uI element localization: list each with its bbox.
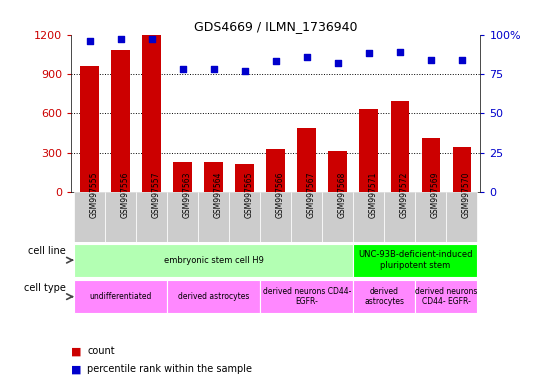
Bar (143, 35, 161, 192)
Point (147, 36, 156, 42)
Bar (384, 192, 416, 242)
Bar (204, 162, 223, 192)
Bar (260, 192, 291, 242)
Bar (447, 192, 477, 242)
Bar (266, 149, 285, 192)
Bar (174, 162, 192, 192)
Point (85, 38, 94, 44)
Text: GSM997563: GSM997563 (183, 171, 192, 218)
Bar (74, 280, 167, 313)
Bar (353, 192, 384, 242)
Bar (353, 280, 416, 313)
Text: undifferentiated: undifferentiated (90, 292, 152, 301)
Text: cell type: cell type (23, 283, 66, 293)
Bar (167, 192, 198, 242)
Bar (74, 192, 105, 242)
Bar (74, 244, 353, 276)
Text: derived neurons CD44-
EGFR-: derived neurons CD44- EGFR- (263, 287, 351, 306)
Text: GSM997568: GSM997568 (338, 171, 347, 218)
Bar (260, 280, 353, 313)
Bar (167, 280, 260, 313)
Bar (235, 164, 254, 192)
Text: GSM997572: GSM997572 (400, 171, 409, 218)
Text: GSM997564: GSM997564 (213, 171, 223, 218)
Text: GSM997557: GSM997557 (152, 171, 161, 218)
Bar (353, 244, 477, 276)
Text: derived
astrocytes: derived astrocytes (364, 287, 404, 306)
Text: ■: ■ (71, 364, 81, 374)
Bar (298, 128, 316, 192)
Point (458, 57, 466, 63)
Bar (80, 66, 99, 192)
Bar (453, 147, 471, 192)
Bar (329, 151, 347, 192)
Point (116, 36, 125, 42)
Bar (322, 192, 353, 242)
Text: GSM997570: GSM997570 (462, 171, 471, 218)
Text: GSM997569: GSM997569 (431, 171, 440, 218)
Point (426, 57, 435, 63)
Bar (390, 101, 409, 192)
Bar (198, 192, 229, 242)
Text: GSM997566: GSM997566 (276, 171, 284, 218)
Text: GSM997555: GSM997555 (90, 171, 99, 218)
Bar (111, 50, 130, 192)
Bar (291, 192, 322, 242)
Point (364, 50, 373, 56)
Text: percentile rank within the sample: percentile rank within the sample (87, 364, 252, 374)
Bar (422, 137, 440, 192)
Text: GSM997556: GSM997556 (121, 171, 129, 218)
Text: GSM997565: GSM997565 (245, 171, 254, 218)
Bar (229, 192, 260, 242)
Text: embryonic stem cell H9: embryonic stem cell H9 (164, 256, 264, 265)
Point (240, 68, 249, 74)
Point (209, 66, 218, 72)
Text: GSM997567: GSM997567 (307, 171, 316, 218)
Point (271, 58, 280, 65)
Title: GDS4669 / ILMN_1736940: GDS4669 / ILMN_1736940 (194, 20, 358, 33)
Bar (416, 192, 447, 242)
Point (334, 60, 342, 66)
Text: GSM997571: GSM997571 (369, 171, 378, 218)
Text: derived astrocytes: derived astrocytes (178, 292, 250, 301)
Text: UNC-93B-deficient-induced
pluripotent stem: UNC-93B-deficient-induced pluripotent st… (358, 250, 473, 270)
Bar (416, 280, 477, 313)
Text: derived neurons
CD44- EGFR-: derived neurons CD44- EGFR- (415, 287, 478, 306)
Bar (105, 192, 136, 242)
Point (302, 53, 311, 60)
Text: cell line: cell line (28, 246, 66, 256)
Text: ■: ■ (71, 346, 81, 356)
Point (395, 49, 404, 55)
Point (179, 66, 187, 72)
Bar (136, 192, 167, 242)
Text: count: count (87, 346, 115, 356)
Bar (359, 109, 378, 192)
